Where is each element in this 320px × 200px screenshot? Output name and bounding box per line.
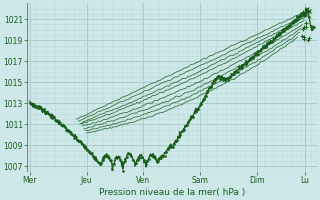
- X-axis label: Pression niveau de la mer( hPa ): Pression niveau de la mer( hPa ): [99, 188, 245, 197]
